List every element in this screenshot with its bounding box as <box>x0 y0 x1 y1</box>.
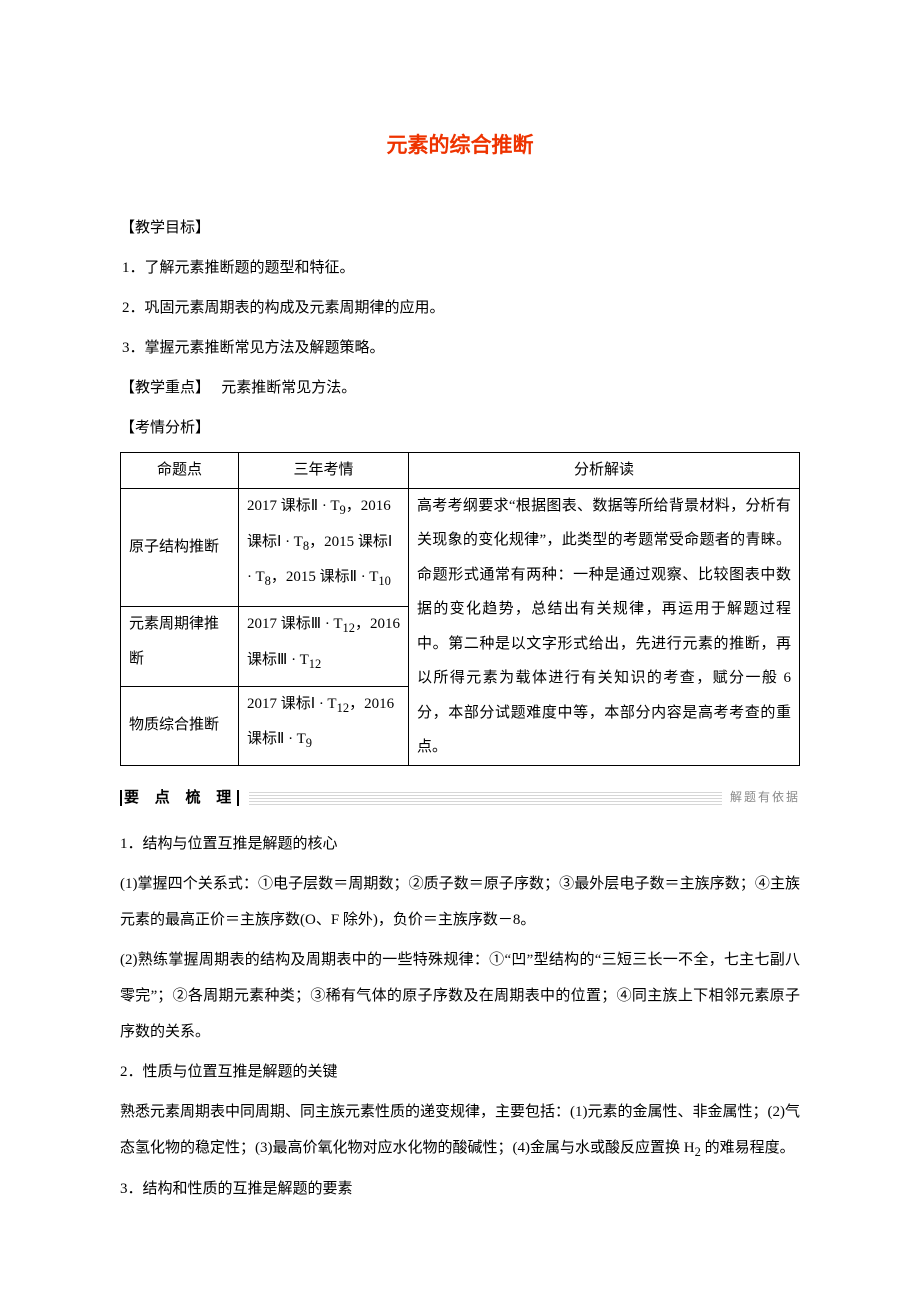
exam-analysis-head: 【考情分析】 <box>120 410 800 446</box>
exam-years-cell: 2017 课标Ⅱ · T9，2016 课标Ⅰ · T8，2015 课标Ⅰ · T… <box>239 488 409 606</box>
teach-objectives-head: 【教学目标】 <box>120 210 800 246</box>
table-header: 命题点 <box>121 453 239 489</box>
kp1-sub1: (1)掌握四个关系式：①电子层数＝周期数；②质子数＝原子序数；③最外层电子数＝主… <box>120 866 800 938</box>
doc-title: 元素的综合推断 <box>120 120 800 170</box>
table-row: 原子结构推断 2017 课标Ⅱ · T9，2016 课标Ⅰ · T8，2015 … <box>121 488 800 606</box>
table-header: 分析解读 <box>409 453 800 489</box>
objective-1: 1．了解元素推断题的题型和特征。 <box>120 250 800 286</box>
exam-years-cell: 2017 课标Ⅰ · T12，2016 课标Ⅱ · T9 <box>239 686 409 765</box>
kp1-sub2: (2)熟练掌握周期表的结构及周期表中的一些特殊规律：①“凹”型结构的“三短三长一… <box>120 942 800 1050</box>
keypoint-label: 要 点 梳 理 <box>124 780 237 816</box>
teach-focus-body: 元素推断常见方法。 <box>221 380 356 396</box>
teach-focus: 【教学重点】 元素推断常见方法。 <box>120 370 800 406</box>
topic-cell: 物质综合推断 <box>121 686 239 765</box>
kp2-head: 2．性质与位置互推是解题的关键 <box>120 1054 800 1090</box>
kp3-head: 3．结构和性质的互推是解题的要素 <box>120 1171 800 1207</box>
exam-analysis-table: 命题点 三年考情 分析解读 原子结构推断 2017 课标Ⅱ · T9，2016 … <box>120 452 800 766</box>
keypoint-section-bar: 要 点 梳 理 解题有依据 <box>120 780 800 816</box>
exam-years-cell: 2017 课标Ⅲ · T12，2016 课标Ⅲ · T12 <box>239 607 409 686</box>
keypoint-hint: 解题有依据 <box>730 783 800 812</box>
divider-icon <box>120 790 122 806</box>
rule-decoration <box>249 791 722 805</box>
objective-2: 2．巩固元素周期表的构成及元素周期律的应用。 <box>120 290 800 326</box>
topic-cell: 原子结构推断 <box>121 488 239 606</box>
topic-cell: 元素周期律推断 <box>121 607 239 686</box>
table-header: 三年考情 <box>239 453 409 489</box>
kp1-head: 1．结构与位置互推是解题的核心 <box>120 826 800 862</box>
divider-icon <box>237 790 239 806</box>
table-header-row: 命题点 三年考情 分析解读 <box>121 453 800 489</box>
analysis-cell: 高考考纲要求“根据图表、数据等所给背景材料，分析有关现象的变化规律”，此类型的考… <box>409 488 800 765</box>
objective-3: 3．掌握元素推断常见方法及解题策略。 <box>120 330 800 366</box>
kp2-body: 熟悉元素周期表中同周期、同主族元素性质的递变规律，主要包括：(1)元素的金属性、… <box>120 1094 800 1167</box>
teach-focus-head: 【教学重点】 <box>120 380 210 396</box>
